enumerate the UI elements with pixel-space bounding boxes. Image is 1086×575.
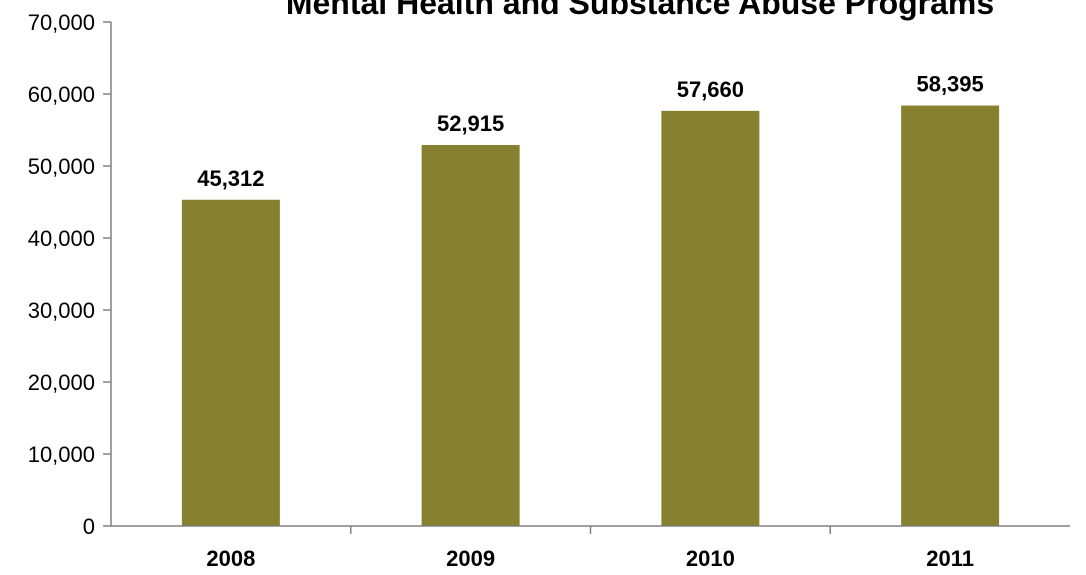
y-tick-label: 20,000	[28, 370, 95, 395]
data-label-2011: 58,395	[916, 72, 983, 97]
x-tick-label-2011: 2011	[926, 546, 974, 571]
y-tick-label: 50,000	[28, 154, 95, 179]
bars-group	[181, 105, 1000, 527]
chart-title: Mental Health and Substance Abuse Progra…	[286, 0, 994, 21]
data-label-2008: 45,312	[197, 166, 264, 191]
y-tick-label: 40,000	[28, 226, 95, 251]
y-tick-label: 10,000	[28, 442, 95, 467]
data-label-2009: 52,915	[437, 111, 504, 136]
bar-2011	[901, 105, 1000, 526]
data-label-2010: 57,660	[677, 77, 744, 102]
y-tick-label: 0	[83, 514, 95, 539]
y-tick-label: 70,000	[28, 10, 95, 35]
x-tick-label-2009: 2009	[446, 546, 495, 571]
y-axis-ticks: 0 10,000 20,000 30,000 40,000 50,000 60,000 70,…	[28, 10, 111, 539]
plot-area: 45,312 52,915 57,660 58,395 0 10,000 20,000 30…	[28, 10, 1070, 571]
data-labels-group: 45,312 52,915 57,660 58,395	[197, 72, 984, 191]
y-tick-label: 60,000	[28, 82, 95, 107]
bar-2010	[661, 110, 760, 527]
bar-2008	[181, 199, 280, 526]
x-axis-ticks: 2008 2009 2010 2011	[206, 526, 974, 571]
y-tick-label: 30,000	[28, 298, 95, 323]
x-tick-label-2010: 2010	[686, 546, 735, 571]
bar-2009	[421, 145, 520, 526]
x-tick-label-2008: 2008	[206, 546, 255, 571]
